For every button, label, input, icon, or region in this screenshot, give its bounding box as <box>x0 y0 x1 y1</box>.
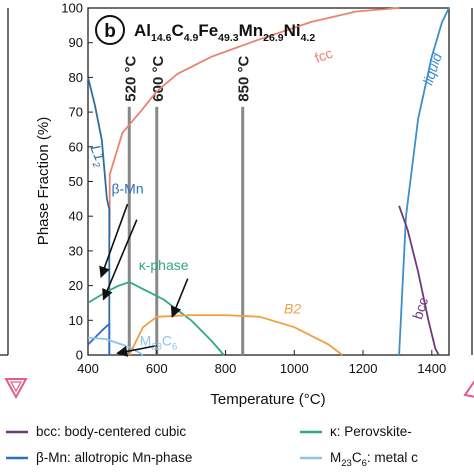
series-b2 <box>128 314 343 356</box>
left-logo-icon <box>4 378 28 400</box>
panel-letter: b <box>104 21 116 42</box>
temperature-marker-label: 520 °C <box>122 55 139 101</box>
series-m23c6 <box>87 336 144 356</box>
y-tick-label: 20 <box>69 278 83 293</box>
temperature-marker-label: 850 °C <box>236 55 253 101</box>
series-liquid <box>398 7 450 356</box>
plot-frame <box>87 7 450 356</box>
label-beta: β-Mn <box>111 181 143 197</box>
temperature-marker-label: 600 °C <box>150 55 167 101</box>
y-tick-label: 70 <box>69 105 83 120</box>
temperature-markers: 520 °C 600 °C 850 °C <box>122 55 253 355</box>
panel-badge: b <box>95 15 125 45</box>
y-axis-label: Phase Fraction (%) <box>35 117 52 245</box>
composition-element: Fe <box>198 21 218 40</box>
composition-element: Ni <box>284 21 301 40</box>
label-kappa: κ-phase <box>139 257 189 273</box>
legend-label: bcc: body-centered cubic <box>36 424 186 439</box>
legend-label: M23C6: metal c <box>330 450 418 469</box>
x-tick-label: 1000 <box>280 361 309 376</box>
x-axis-label: Temperature (°C) <box>210 391 325 408</box>
composition-element: Al <box>134 21 151 40</box>
right-panel-fragment <box>463 8 474 398</box>
label-fcc: fcc <box>312 45 334 66</box>
label-bcc: bcc <box>409 296 431 322</box>
composition-fraction: 26.9 <box>263 32 284 44</box>
x-tick-label: 600 <box>146 361 168 376</box>
composition-fraction: 14.6 <box>151 32 172 44</box>
y-tick-label: 100 <box>61 1 83 16</box>
annotation-arrow <box>102 219 138 301</box>
composition-fraction: 4.2 <box>301 32 316 44</box>
annotation-arrow <box>99 203 129 278</box>
x-tick-label: 1200 <box>349 361 378 376</box>
series-lines <box>87 7 450 356</box>
y-tick-label: 10 <box>69 313 83 328</box>
annotation-arrow <box>116 344 157 357</box>
plot-area: 520 °C 600 °C 850 °C fcc liquidbccL12β-Mnκ-… <box>61 1 450 376</box>
y-axis-ticks: 0 10 20 30 40 50 60 70 80 90 100 <box>61 1 93 363</box>
y-tick-label: 0 <box>76 348 83 363</box>
series-fcc <box>108 7 400 237</box>
legend-label: κ: Perovskite- <box>330 424 412 439</box>
y-tick-label: 40 <box>69 209 83 224</box>
y-tick-label: 90 <box>69 35 83 50</box>
y-tick-label: 30 <box>69 243 83 258</box>
y-tick-label: 80 <box>69 70 83 85</box>
series-bcc <box>398 205 440 356</box>
annotation-arrow <box>170 278 189 318</box>
annotation-arrows <box>99 203 189 357</box>
x-tick-label: 1400 <box>417 361 446 376</box>
legend: bcc: body-centered cubic κ: Perovskite-β-… <box>6 424 418 469</box>
label-L12: L12 <box>84 143 111 170</box>
series-l12 <box>87 77 111 355</box>
composition-fraction: 4.9 <box>184 32 199 44</box>
composition-element: Mn <box>239 21 264 40</box>
x-tick-label: 800 <box>215 361 237 376</box>
y-tick-label: 50 <box>69 174 83 189</box>
label-b2: B2 <box>284 300 301 316</box>
legend-label: β-Mn: allotropic Mn-phase <box>36 450 192 465</box>
x-tick-label: 400 <box>77 361 99 376</box>
composition-element: C <box>171 21 183 40</box>
alloy-composition: Al14.6C4.9Fe49.3Mn26.9Ni4.2 <box>134 21 315 44</box>
y-tick-label: 60 <box>69 139 83 154</box>
composition-fraction: 49.3 <box>218 32 239 44</box>
x-axis-ticks: 400 600 800 1000 1200 1400 <box>77 350 446 376</box>
label-m23: M23C6 <box>140 333 178 353</box>
